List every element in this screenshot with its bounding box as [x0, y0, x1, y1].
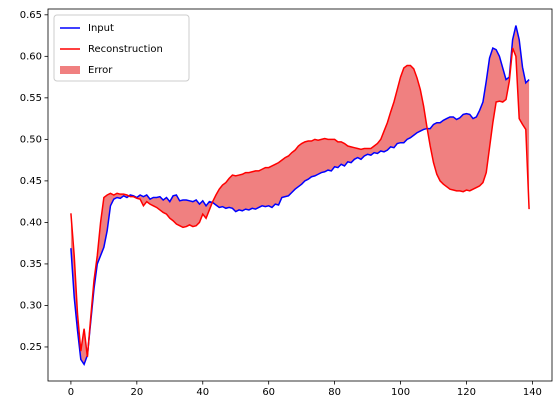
legend-box	[53, 14, 190, 82]
legend-label: Reconstruction	[88, 44, 163, 55]
x-tick-label: 80	[328, 387, 341, 398]
plot-frame	[47, 8, 553, 382]
y-tick-label: 0.45	[20, 176, 42, 187]
y-tick-label: 0.25	[20, 342, 42, 353]
y-tick-label: 0.65	[20, 10, 42, 21]
x-tick-label: 20	[130, 387, 143, 398]
legend-label: Error	[88, 65, 113, 76]
x-tick-label: 0	[68, 387, 74, 398]
x-tick-label: 60	[262, 387, 275, 398]
legend-patch	[60, 66, 80, 74]
legend-label: Input	[88, 23, 114, 34]
y-tick-label: 0.35	[20, 259, 42, 270]
y-tick-label: 0.50	[20, 134, 42, 145]
y-tick-label: 0.55	[20, 93, 42, 104]
y-tick-label: 0.40	[20, 217, 42, 228]
x-tick-label: 140	[523, 387, 542, 398]
line	[70, 25, 530, 367]
x-tick-label: 40	[196, 387, 209, 398]
y-tick-label: 0.30	[20, 300, 42, 311]
error-area	[70, 25, 530, 365]
x-tick-label: 100	[391, 387, 410, 398]
y-tick-label: 0.60	[20, 51, 42, 62]
line	[70, 47, 530, 358]
x-tick-label: 120	[457, 387, 476, 398]
